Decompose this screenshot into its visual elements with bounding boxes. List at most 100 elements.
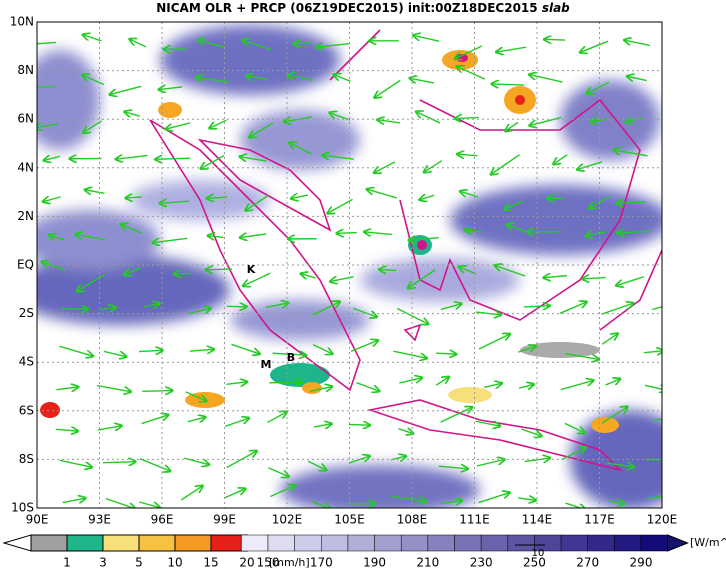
wind-arrow bbox=[605, 379, 620, 386]
wind-arrow bbox=[349, 456, 369, 464]
wind-arrow bbox=[153, 237, 188, 242]
wind-arrow bbox=[288, 75, 313, 81]
wind-arrow bbox=[42, 262, 65, 271]
wind-arrow bbox=[240, 234, 267, 238]
wind-arrow bbox=[269, 382, 301, 383]
title-tag: slab bbox=[542, 1, 570, 15]
wind-arrow bbox=[518, 384, 534, 388]
wind-arrow bbox=[110, 85, 142, 94]
legend-label: 190 bbox=[363, 556, 386, 570]
wind-arrow bbox=[374, 161, 396, 173]
title-text: NICAM OLR + PRCP (06Z19DEC2015) init:00Z… bbox=[156, 1, 537, 15]
wind-arrow bbox=[616, 276, 644, 286]
legend-unit: [mm/h] bbox=[269, 556, 310, 569]
wind-arrow bbox=[139, 458, 170, 471]
wind-arrow bbox=[601, 303, 633, 315]
wind-arrow bbox=[591, 119, 610, 122]
wind-arrow bbox=[159, 87, 183, 90]
wind-arrow bbox=[553, 154, 568, 164]
wind-arrow bbox=[492, 84, 525, 85]
wind-arrow bbox=[139, 501, 159, 508]
lon-label: 90E bbox=[26, 513, 49, 527]
wind-arrow bbox=[105, 497, 135, 508]
legend-swatch bbox=[174, 534, 212, 552]
wind-arrow bbox=[43, 197, 61, 202]
wind-arrow bbox=[301, 274, 316, 278]
legend-swatch bbox=[321, 534, 349, 552]
title: NICAM OLR + PRCP (06Z19DEC2015) init:00Z… bbox=[156, 1, 570, 15]
wind-arrow bbox=[523, 306, 550, 307]
lon-label: 99E bbox=[213, 513, 236, 527]
wind-arrow bbox=[410, 78, 435, 83]
wind-arrow bbox=[243, 272, 271, 286]
legend-swatch bbox=[480, 534, 509, 552]
wind-arrow bbox=[226, 306, 246, 307]
lon-label: 120E bbox=[647, 513, 678, 527]
legend-label: 10 bbox=[167, 556, 182, 570]
place-label: M bbox=[261, 358, 272, 371]
wind-arrow bbox=[626, 118, 644, 122]
wind-arrow bbox=[440, 500, 462, 503]
wind-arrow bbox=[608, 501, 625, 504]
wind-arrow bbox=[294, 43, 312, 44]
wind-arrow bbox=[350, 340, 378, 352]
wind-arrow bbox=[196, 77, 230, 83]
wind-arrow bbox=[436, 353, 456, 354]
wind-arrow bbox=[83, 35, 102, 42]
axis-labels: 90E 93E 96E 99E 102E 105E 108E 111E 114E 117E 120E… bbox=[10, 15, 678, 527]
wind-arrow bbox=[291, 195, 309, 199]
wind-arrow bbox=[580, 40, 609, 52]
lat-label: 10S bbox=[11, 501, 34, 515]
wind-arrow bbox=[455, 45, 483, 59]
map-frame bbox=[36, 21, 663, 509]
lon-label: 111E bbox=[459, 513, 490, 527]
wind-arrow bbox=[614, 150, 648, 157]
legend-swatch bbox=[560, 534, 588, 552]
lat-label: 8N bbox=[17, 63, 34, 77]
wind-arrow bbox=[125, 112, 141, 116]
wind-arrow bbox=[507, 224, 526, 232]
wind-vectors bbox=[37, 35, 662, 508]
graticule bbox=[37, 22, 662, 508]
wind-arrow bbox=[583, 277, 606, 279]
place-labels: K B M bbox=[247, 263, 295, 371]
legend-swatch bbox=[587, 534, 615, 552]
wind-arrow bbox=[496, 46, 527, 52]
legend-swatch bbox=[30, 534, 68, 552]
wind-arrow bbox=[416, 112, 441, 124]
lon-label: 105E bbox=[334, 513, 365, 527]
wind-arrow bbox=[409, 238, 439, 241]
lat-label: 6N bbox=[17, 112, 34, 126]
wind-arrow bbox=[59, 459, 92, 467]
wind-arrow bbox=[476, 460, 504, 467]
wind-arrow bbox=[478, 334, 510, 350]
wind-arrow bbox=[206, 269, 233, 270]
wind-arrow bbox=[316, 44, 350, 48]
lon-label: 117E bbox=[584, 513, 615, 527]
legend-swatch bbox=[374, 534, 402, 552]
wind-arrow bbox=[201, 155, 225, 169]
wind-arrow bbox=[420, 195, 435, 200]
wind-arrow bbox=[521, 428, 541, 436]
wind-arrow bbox=[483, 383, 501, 387]
wind-arrow bbox=[648, 496, 662, 499]
wind-arrow bbox=[375, 79, 401, 97]
wind-arrow bbox=[627, 76, 647, 80]
legend-arrow bbox=[2, 534, 32, 552]
wind-arrow bbox=[37, 42, 57, 44]
wind-arrow bbox=[616, 202, 646, 204]
wind-arrow bbox=[185, 391, 206, 401]
wind-arrow bbox=[56, 387, 78, 390]
wind-arrow bbox=[100, 307, 115, 309]
legend-swatch bbox=[614, 534, 642, 552]
lat-label: 4S bbox=[19, 355, 34, 369]
wind-arrow bbox=[475, 420, 500, 426]
legend-swatch bbox=[66, 534, 104, 552]
legend-swatch bbox=[241, 534, 269, 552]
wind-arrow bbox=[265, 303, 288, 307]
lat-label: 2S bbox=[19, 306, 34, 320]
wind-arrow bbox=[328, 198, 353, 213]
wind-arrow bbox=[348, 425, 370, 426]
lat-label: 2N bbox=[17, 209, 34, 223]
